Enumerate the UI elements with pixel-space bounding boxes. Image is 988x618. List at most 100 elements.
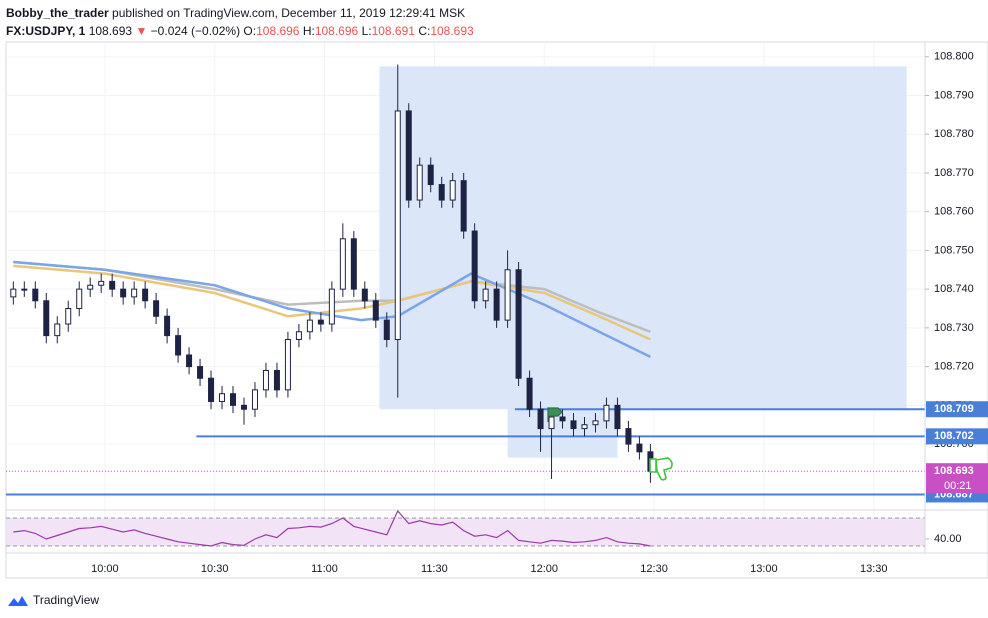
moving-average — [13, 260, 651, 333]
candle-body — [87, 284, 94, 290]
candle-body — [32, 288, 39, 302]
ohlc-value: 108.691 — [371, 24, 415, 38]
candle-body — [251, 389, 258, 410]
header: Bobby_the_trader published on TradingVie… — [6, 4, 474, 40]
candle-body — [54, 323, 61, 337]
candle-body — [592, 420, 599, 426]
candle-body — [164, 315, 171, 337]
candle-body — [372, 300, 379, 321]
candle-body — [175, 335, 182, 356]
symbol: FX:USDJPY, 1 — [6, 24, 86, 38]
price-label-box — [926, 428, 988, 445]
author: Bobby_the_trader — [6, 6, 109, 20]
candle-body — [109, 280, 116, 290]
candle-body — [186, 354, 193, 368]
y-tick-label: 108.790 — [934, 89, 974, 101]
candle-body — [153, 300, 160, 317]
candle-body — [614, 404, 621, 430]
candle-body — [438, 184, 445, 201]
ohlc-label: C: — [418, 24, 431, 38]
thumbs-down-icon — [649, 457, 673, 481]
candle-body — [317, 319, 324, 325]
candle-body — [449, 180, 456, 201]
candle-body — [219, 393, 226, 402]
y-tick-label: 108.800 — [934, 51, 974, 63]
ohlc-value: 108.696 — [314, 24, 359, 38]
candle-body — [21, 288, 28, 291]
publish-line: Bobby_the_trader published on TradingVie… — [6, 4, 474, 22]
y-tick-label: 108.780 — [934, 128, 974, 140]
candle-body — [65, 308, 72, 325]
x-tick-label: 12:00 — [530, 563, 558, 575]
candle-body — [460, 180, 467, 232]
candle-body — [526, 377, 533, 410]
change: −0.024 (−0.02%) — [150, 24, 241, 38]
flag-icon — [547, 407, 563, 422]
candle-body — [570, 420, 577, 430]
candle-body — [98, 280, 105, 286]
countdown: 00:21 — [944, 480, 972, 492]
candle-body — [427, 164, 434, 186]
x-tick-label: 13:00 — [750, 563, 778, 575]
y-tick-label: 108.750 — [934, 244, 974, 256]
candle-body — [208, 377, 215, 402]
y-tick-label: 108.760 — [934, 206, 974, 218]
candle-body — [383, 319, 390, 340]
x-tick-label: 11:30 — [421, 563, 448, 575]
last-price-label: 108.693 — [934, 465, 974, 477]
candle-body — [493, 288, 500, 321]
x-tick-label: 10:00 — [91, 563, 119, 575]
published: published on TradingView.com, December 1… — [112, 6, 466, 20]
arrow: ▼ — [135, 24, 148, 38]
y-tick-label: 108.730 — [934, 322, 974, 334]
candle-body — [142, 288, 149, 302]
candle-body — [537, 408, 544, 430]
candle-body — [361, 288, 368, 302]
brand: TradingView — [33, 593, 99, 607]
candle-body — [306, 319, 313, 333]
candle-body — [482, 288, 489, 302]
y-tick-label: 40.00 — [934, 533, 962, 545]
ohlc-label: H: — [302, 24, 315, 38]
candle-body — [273, 369, 280, 391]
candle-body — [197, 366, 204, 379]
last-price-box — [926, 463, 988, 494]
candle-body — [405, 110, 412, 201]
last: 108.693 — [88, 24, 133, 38]
y-tick-label: 108.720 — [934, 361, 974, 373]
candle-body — [581, 424, 588, 430]
candle-body — [295, 331, 302, 340]
ohlc-value: 108.696 — [256, 24, 300, 38]
y-tick-label: 108.740 — [934, 283, 974, 295]
plot — [6, 42, 988, 553]
candle-body — [504, 269, 511, 321]
candle-body — [284, 338, 291, 391]
candle-body — [131, 288, 138, 298]
candle-body — [240, 404, 247, 410]
ohlc-label: O: — [243, 24, 257, 38]
price-label-box — [926, 401, 988, 418]
candle-body — [339, 238, 346, 290]
candle-body — [548, 416, 555, 430]
candle-body — [76, 288, 83, 310]
candle-body — [328, 288, 335, 325]
candle-body — [603, 404, 610, 422]
rsi-line — [13, 509, 651, 547]
candle-body — [43, 300, 50, 337]
candle-body — [350, 238, 357, 290]
candle-body — [625, 428, 632, 445]
candle-body — [559, 416, 566, 422]
candle-body — [394, 110, 401, 340]
candle-body — [120, 288, 127, 298]
x-tick-label: 10:30 — [201, 563, 229, 575]
price-label: 108.709 — [934, 403, 974, 415]
candle-body — [471, 230, 478, 302]
candle-body — [515, 269, 522, 379]
ohlc-value: 108.693 — [430, 24, 474, 38]
x-tick-label: 13:30 — [860, 563, 888, 575]
moving-average — [13, 260, 651, 359]
candle-body — [262, 369, 269, 391]
price-label: 108.702 — [934, 430, 974, 442]
